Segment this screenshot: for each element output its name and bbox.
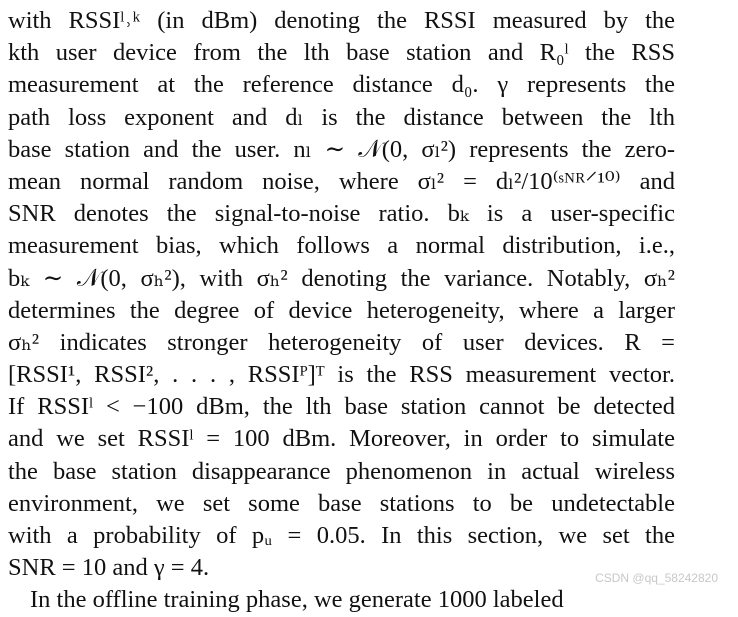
text-line: measurement bias, which follows a normal… xyxy=(8,232,675,260)
text-line: SNR = 10 and γ = 4. xyxy=(8,554,210,582)
text-line: measurement at the reference distance d₀… xyxy=(8,71,675,99)
text-line: with RSSIˡ˒ᵏ (in dBm) denoting the RSSI … xyxy=(8,7,675,34)
text-line: and we set RSSIˡ = 100 dBm. Moreover, in… xyxy=(8,425,675,453)
text-line: mean normal random noise, where σₗ² = dₗ… xyxy=(8,167,675,195)
watermark: CSDN @qq_58242820 xyxy=(595,571,718,585)
text-line: kth user device from the lth base statio… xyxy=(8,39,675,67)
text-line: path loss exponent and dₗ is the distanc… xyxy=(8,103,675,131)
text-line: base station and the user. nₗ ∼ 𝒩(0, σₗ²… xyxy=(8,135,675,163)
text-line: [RSSI¹, RSSI², . . . , RSSIᴾ]ᵀ is the RS… xyxy=(8,361,675,389)
paragraph: with RSSIˡ˒ᵏ (in dBm) denoting the RSSI … xyxy=(8,5,675,617)
text-line: environment, we set some base stations t… xyxy=(8,489,675,517)
text-line: determines the degree of device heteroge… xyxy=(8,296,675,324)
text-line: the base station disappearance phenomeno… xyxy=(8,457,675,485)
text-line: with a probability of pᵤ = 0.05. In this… xyxy=(8,522,675,549)
page: with RSSIˡ˒ᵏ (in dBm) denoting the RSSI … xyxy=(8,7,718,614)
text-line: In the offline training phase, we genera… xyxy=(30,586,564,614)
text-line: If RSSIˡ < −100 dBm, the lth base statio… xyxy=(8,393,675,421)
text-line: σₕ² indicates stronger heterogeneity of … xyxy=(8,328,675,356)
text-line: bₖ ∼ 𝒩(0, σₕ²), with σₕ² denoting the va… xyxy=(8,264,675,292)
text-line: SNR denotes the signal-to-noise ratio. b… xyxy=(8,200,675,228)
